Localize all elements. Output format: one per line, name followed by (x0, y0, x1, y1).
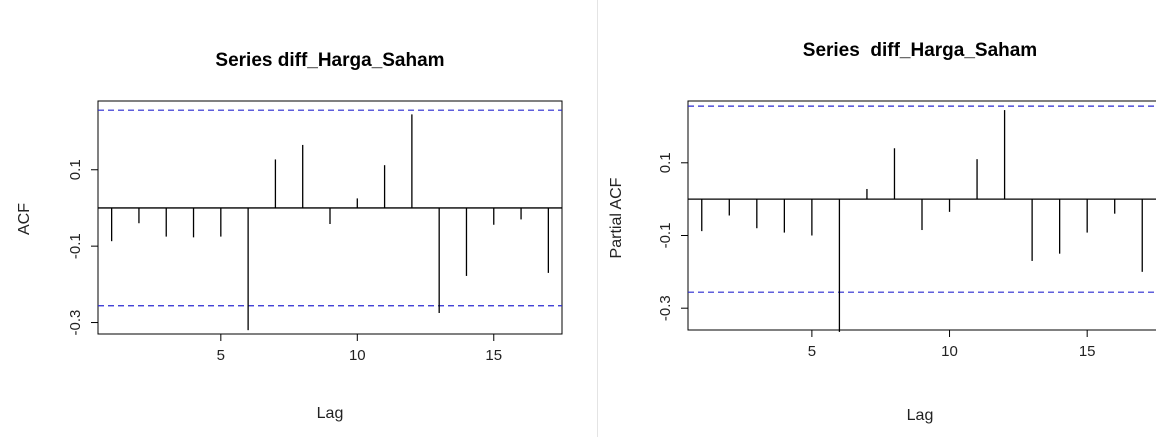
y-tick-label: -0.3 (657, 295, 674, 321)
panel-divider (597, 0, 598, 437)
x-tick-label: 10 (941, 343, 958, 360)
y-tick-label: -0.1 (67, 233, 84, 259)
chart-title: Series diff_Harga_Saham (803, 40, 1037, 61)
acf-chart: Series diff_Harga_Saham Lag ACF 5 10 15 -0.… (16, 50, 563, 422)
x-tick-label: 15 (1079, 343, 1096, 360)
plot-frame (687, 100, 1156, 331)
y-tick-label: -0.1 (657, 223, 674, 249)
plot-frame (97, 100, 563, 335)
x-tick-label: 5 (217, 347, 225, 364)
y-tick-label: 0.1 (657, 152, 674, 173)
y-tick-label: 0.1 (67, 159, 84, 180)
pacf-panel: Series diff_Harga_Saham Lag Partial ACF … (598, 0, 1156, 437)
x-tick-label: 10 (349, 347, 366, 364)
chart-title: Series diff_Harga_Saham (215, 50, 444, 71)
x-axis-label: Lag (907, 407, 934, 424)
acf-panel: Series diff_Harga_Saham Lag ACF 5 10 15 -0.… (16, 50, 563, 422)
y-tick-label: -0.3 (67, 310, 84, 336)
y-axis-label: Partial ACF (608, 177, 625, 258)
pacf-chart: Series diff_Harga_Saham Lag Partial ACF … (608, 40, 1156, 424)
x-axis-label: Lag (317, 405, 344, 422)
x-tick-label: 15 (485, 347, 502, 364)
x-tick-label: 5 (808, 343, 816, 360)
y-axis-label: ACF (16, 203, 33, 235)
